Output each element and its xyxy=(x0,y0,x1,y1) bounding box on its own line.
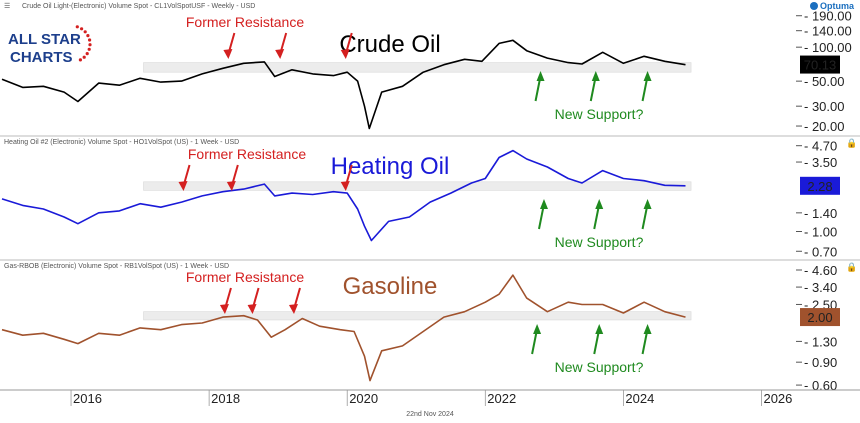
resistance-arrow xyxy=(340,32,353,59)
x-axis: 2016 2018 2020 2022 2024 2026 xyxy=(0,389,860,406)
y-tick-label: - 0.60 xyxy=(804,378,837,393)
resistance-arrow xyxy=(178,164,191,191)
lock-icon[interactable]: 🔒 xyxy=(846,262,857,272)
optuma-logo-text: Optuma xyxy=(820,1,855,11)
x-tick-label: 2024 xyxy=(625,391,654,406)
support-arrow xyxy=(641,71,652,102)
panel-header: Heating Oil #2 (Electronic) Volume Spot … xyxy=(4,139,239,146)
star-dot-icon xyxy=(83,30,87,34)
star-dot-icon xyxy=(88,43,92,47)
panel-title: Gasoline xyxy=(343,273,438,300)
price-line xyxy=(1,39,686,130)
support-arrow xyxy=(531,324,542,355)
price-line xyxy=(1,274,686,382)
resistance-arrow xyxy=(247,287,260,314)
resistance-label: Former Resistance xyxy=(186,269,304,285)
resistance-arrow xyxy=(288,287,301,314)
support-band xyxy=(143,62,692,73)
optuma-logo-icon xyxy=(810,2,818,10)
support-arrow xyxy=(593,199,604,230)
support-arrow xyxy=(641,324,652,355)
panel-header: Gas-RBOB (Electronic) Volume Spot - RB1V… xyxy=(4,263,229,270)
top-header: ☰ Crude Oil Light-(Electronic) Volume Sp… xyxy=(4,1,855,11)
y-tick-label: - 1.40 xyxy=(804,206,837,221)
y-tick-label: - 0.70 xyxy=(804,244,837,259)
last-value-badge xyxy=(800,308,840,327)
x-tick-label: 2016 xyxy=(73,391,102,406)
panel-3: Gas-RBOB (Electronic) Volume Spot - RB1V… xyxy=(0,259,860,393)
optuma-logo: Optuma xyxy=(810,1,855,11)
support-label: New Support? xyxy=(555,106,644,122)
resistance-arrow xyxy=(275,32,288,59)
y-tick-label: - 3.50 xyxy=(804,155,837,170)
star-dot-icon xyxy=(75,25,79,29)
x-tick-label: 2026 xyxy=(763,391,792,406)
star-dot-icon xyxy=(88,38,92,42)
y-tick-label: - 50.00 xyxy=(804,74,844,89)
y-tick-label: - 20.00 xyxy=(804,119,844,134)
support-arrow xyxy=(593,324,604,355)
price-line xyxy=(1,149,686,242)
star-ring-icon xyxy=(75,25,92,62)
y-tick-label: - 100.00 xyxy=(804,40,852,55)
star-dot-icon xyxy=(85,52,89,56)
lock-icon[interactable]: 🔒 xyxy=(846,138,857,148)
panel-1: - 190.00- 140.00- 100.00 70.13- 50.00 - 30… xyxy=(1,9,852,134)
last-value-badge xyxy=(800,176,840,195)
star-dot-icon xyxy=(82,55,86,59)
support-label: New Support? xyxy=(555,359,644,375)
resistance-label: Former Resistance xyxy=(188,146,306,162)
star-dot-icon xyxy=(87,47,91,51)
support-band xyxy=(143,181,692,191)
support-arrow xyxy=(589,71,600,102)
y-tick-label: - 3.40 xyxy=(804,280,837,295)
star-dot-icon xyxy=(80,27,84,31)
last-value-label: 2.00 xyxy=(807,310,832,325)
resistance-arrow xyxy=(223,32,236,59)
support-arrow xyxy=(641,199,652,230)
y-tick-label: - 1.30 xyxy=(804,334,837,349)
support-arrow xyxy=(534,71,545,102)
last-value-badge xyxy=(800,55,840,74)
resistance-arrow xyxy=(340,164,353,191)
x-tick-label: 2022 xyxy=(487,391,516,406)
panel-title: Crude Oil xyxy=(339,31,440,58)
x-tick-label: 2020 xyxy=(349,391,378,406)
y-tick-label: - 140.00 xyxy=(804,24,852,39)
menu-icon[interactable]: ☰ xyxy=(4,3,10,10)
y-tick-label: - 1.00 xyxy=(804,224,837,239)
allstar-logo-line1: ALL STAR xyxy=(8,31,81,48)
allstar-logo-line2: CHARTS xyxy=(10,49,73,66)
support-arrow xyxy=(538,199,548,230)
y-tick-label: - 0.90 xyxy=(804,355,837,370)
last-value-label: 2.28 xyxy=(807,179,832,194)
y-tick-label: - 190.00 xyxy=(804,9,852,24)
resistance-arrow xyxy=(226,164,239,191)
y-tick-label: - 4.70 xyxy=(804,139,837,154)
support-band xyxy=(143,311,692,321)
y-tick-label: - 4.60 xyxy=(804,263,837,278)
footer-date: 22nd Nov 2024 xyxy=(406,411,454,418)
resistance-label: Former Resistance xyxy=(186,14,304,30)
star-dot-icon xyxy=(86,34,90,38)
x-tick-label: 2018 xyxy=(211,391,240,406)
resistance-arrow xyxy=(219,287,232,314)
star-dot-icon xyxy=(78,58,82,62)
last-value-label: 70.13 xyxy=(804,58,837,73)
y-tick-label: - 30.00 xyxy=(804,99,844,114)
panel-2: Heating Oil #2 (Electronic) Volume Spot … xyxy=(0,135,860,259)
panel-1-header: Crude Oil Light-(Electronic) Volume Spot… xyxy=(22,3,255,10)
allstar-logo: ALL STAR CHARTS xyxy=(8,25,92,66)
support-label: New Support? xyxy=(555,234,644,250)
